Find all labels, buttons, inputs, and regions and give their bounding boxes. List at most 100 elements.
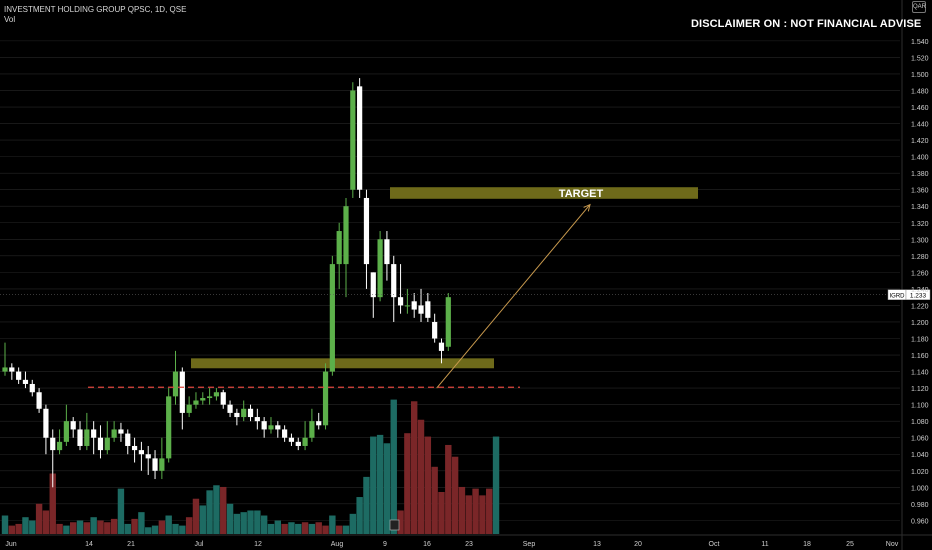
candle-body xyxy=(322,371,329,426)
x-tick-label: 21 xyxy=(127,541,135,548)
x-tick-label: 16 xyxy=(423,541,431,548)
candle-body xyxy=(207,396,213,399)
y-tick-label: 1.060 xyxy=(911,436,929,443)
y-tick-labels: 0.960 0.980 1.000 1.020 1.040 1.060 1.080 1.100… xyxy=(911,39,929,526)
volume-bar xyxy=(151,525,159,534)
candle-body xyxy=(234,412,240,418)
candle-body xyxy=(241,408,247,418)
volume-bar xyxy=(110,518,118,534)
y-tick-label: 1.140 xyxy=(911,370,929,377)
volume-bar xyxy=(192,498,200,534)
candle-body xyxy=(275,425,281,430)
volume-bar xyxy=(29,520,36,534)
x-tick-label: 20 xyxy=(634,541,642,548)
y-tick-label: 1.520 xyxy=(911,55,929,62)
candle-body xyxy=(152,458,158,471)
candle-body xyxy=(316,421,322,426)
volume-bar xyxy=(145,527,152,534)
volume-bar xyxy=(383,443,391,534)
volume-bars xyxy=(1,399,500,534)
volume-bar xyxy=(274,520,281,534)
volume-bar xyxy=(342,525,350,534)
candle-body xyxy=(411,301,417,310)
candle-body xyxy=(63,421,69,442)
x-tick-label: 25 xyxy=(846,541,854,548)
currency-badge[interactable]: QAR xyxy=(912,1,926,13)
y-tick-label: 1.180 xyxy=(911,337,929,344)
candle-body xyxy=(2,367,8,372)
y-tick-label: 1.360 xyxy=(911,188,929,195)
candle-body xyxy=(227,404,233,413)
y-tick-label: 1.200 xyxy=(911,320,929,327)
volume-bar xyxy=(492,436,500,534)
volume-bar xyxy=(76,520,84,534)
candles xyxy=(2,78,451,488)
candle-body xyxy=(179,371,185,413)
candle-body xyxy=(70,421,76,430)
y-tick-label: 1.080 xyxy=(911,419,929,426)
candle-body xyxy=(363,197,370,265)
y-tick-label: 1.160 xyxy=(911,353,929,360)
candle-body xyxy=(343,206,349,265)
y-tick-label: 0.980 xyxy=(911,502,929,509)
volume-bar xyxy=(458,486,466,534)
candle-body xyxy=(213,392,220,397)
y-tick-label: 1.320 xyxy=(911,221,929,228)
y-tick-label: 1.260 xyxy=(911,270,929,277)
volume-bar xyxy=(281,523,288,534)
x-tick-label: Aug xyxy=(331,541,344,548)
volume-bar xyxy=(70,522,77,534)
volume-bar xyxy=(213,485,220,534)
candle-body xyxy=(84,429,90,446)
volume-bar xyxy=(390,399,397,534)
volume-bar xyxy=(131,518,138,534)
candle-body xyxy=(247,408,254,418)
support-zone xyxy=(191,358,494,369)
volume-bar xyxy=(185,517,193,534)
y-tick-label: 1.220 xyxy=(911,303,929,310)
candle-body xyxy=(295,441,301,446)
candle-body xyxy=(186,404,192,413)
y-tick-label: 1.480 xyxy=(911,88,929,95)
volume-bar xyxy=(206,490,213,534)
target-arrow-line xyxy=(436,204,591,389)
candle-body xyxy=(91,429,97,438)
volume-bar xyxy=(138,512,145,534)
candle-body xyxy=(16,371,22,380)
volume-bar xyxy=(445,444,452,534)
candle-body xyxy=(159,458,165,471)
candle-body xyxy=(43,408,49,438)
x-tick-label: Sep xyxy=(523,541,536,548)
candle-body xyxy=(145,454,151,459)
x-tick-label: Jun xyxy=(5,541,16,548)
y-tick-label: 1.100 xyxy=(911,403,929,410)
y-tick-label: 0.960 xyxy=(911,518,929,525)
candle-body xyxy=(254,417,260,422)
volume-bar xyxy=(254,510,261,534)
y-tick-label: 1.420 xyxy=(911,138,929,145)
y-tick-label: 1.300 xyxy=(911,237,929,244)
y-tick-label: 1.020 xyxy=(911,469,929,476)
candle-body xyxy=(50,437,56,451)
x-tick-label: 13 xyxy=(593,541,601,548)
volume-bar xyxy=(172,523,179,534)
price-badge-text: 1.233 xyxy=(910,293,927,300)
zones: TARGET xyxy=(191,187,698,369)
candle-body xyxy=(193,400,199,405)
candle-body xyxy=(22,379,29,384)
candle-body xyxy=(425,301,431,318)
volume-bar xyxy=(22,517,29,534)
volume-bar xyxy=(438,492,445,534)
candle-body xyxy=(432,321,438,339)
target-arrow-head xyxy=(583,203,591,212)
volume-bar xyxy=(431,466,438,534)
candle-body xyxy=(418,305,424,314)
volume-bar xyxy=(158,520,166,534)
symbol-badge-text: IGRD xyxy=(890,294,906,300)
volume-bar xyxy=(335,525,343,534)
volume-bar xyxy=(240,512,247,534)
candle-body xyxy=(97,437,104,451)
candle-body xyxy=(56,441,63,451)
candle-body xyxy=(36,392,42,409)
